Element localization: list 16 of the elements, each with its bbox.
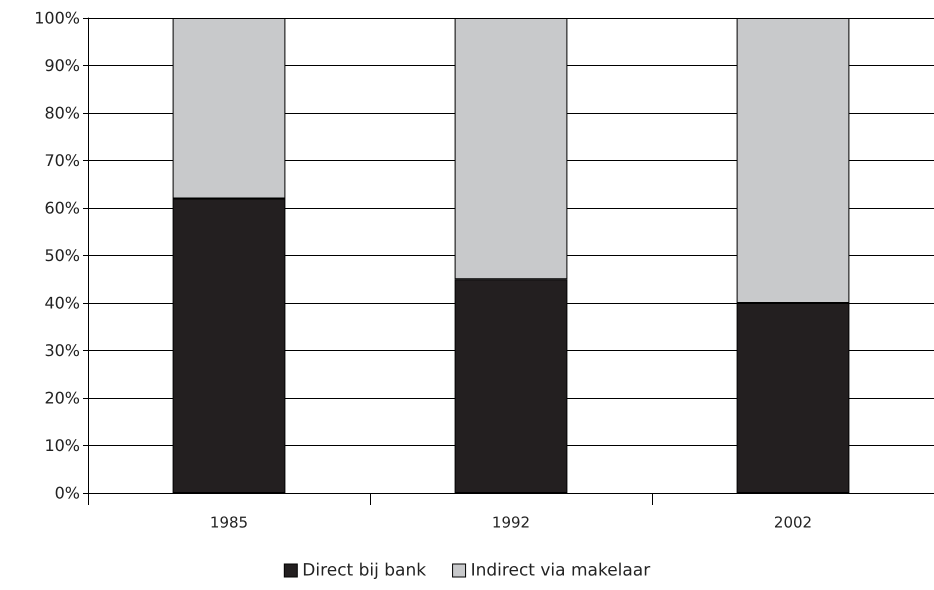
y-tick-label: 90%: [44, 56, 80, 75]
y-tick-label: 60%: [44, 198, 80, 218]
y-tick-label: 30%: [44, 341, 80, 360]
y-tick-label: 50%: [44, 246, 80, 265]
y-tick-label: 40%: [44, 294, 80, 312]
x-tick-label: 2002: [774, 514, 812, 532]
y-tick-label: 70%: [44, 151, 80, 170]
y-tick-label: 20%: [44, 388, 80, 408]
y-tick-label: 80%: [44, 104, 80, 122]
y-tick-label: 100%: [34, 8, 80, 28]
x-tick-label: 1985: [210, 514, 248, 532]
y-tick-label: 10%: [44, 436, 80, 455]
legend-label: Direct bij bank: [302, 560, 426, 580]
legend-label: Indirect via makelaar: [470, 560, 650, 580]
x-tick-label: 1992: [492, 514, 530, 532]
y-tick-label: 0%: [54, 484, 80, 502]
